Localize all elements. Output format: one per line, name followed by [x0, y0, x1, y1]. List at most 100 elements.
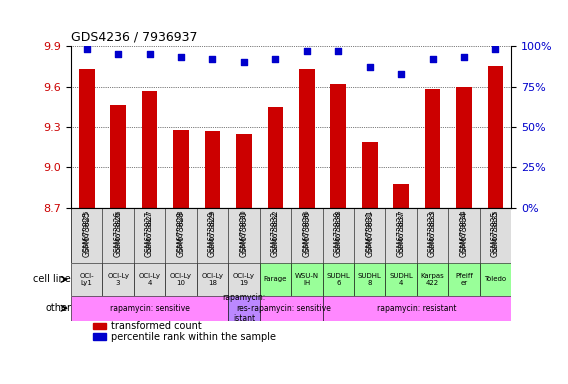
Point	[302, 48, 311, 54]
Bar	[331, 84, 346, 208]
FancyBboxPatch shape	[165, 263, 197, 296]
Text: WSU-N
IH: WSU-N IH	[295, 273, 319, 286]
Text: rapamycin: resistant: rapamycin: resistant	[377, 304, 457, 313]
FancyBboxPatch shape	[260, 263, 291, 296]
Text: GSM673828: GSM673828	[177, 210, 186, 257]
Text: SUDHL
4: SUDHL 4	[389, 273, 413, 286]
Text: GSM673829: GSM673829	[210, 209, 215, 252]
Text: GSM673826: GSM673826	[114, 210, 123, 257]
Bar	[362, 142, 378, 208]
Text: GSM673826: GSM673826	[115, 209, 121, 252]
Point	[491, 46, 500, 52]
FancyBboxPatch shape	[134, 263, 165, 296]
Text: GSM673836: GSM673836	[302, 210, 311, 257]
Text: GSM673827: GSM673827	[147, 209, 153, 252]
Text: Pfeiff
er: Pfeiff er	[455, 273, 473, 286]
Point	[145, 51, 154, 57]
Text: GSM673829: GSM673829	[208, 210, 217, 257]
Point	[396, 71, 406, 77]
Text: Karpas
422: Karpas 422	[421, 273, 445, 286]
Bar	[173, 130, 189, 208]
Bar	[79, 69, 95, 208]
FancyBboxPatch shape	[386, 263, 417, 296]
FancyBboxPatch shape	[354, 263, 386, 296]
Text: SUDHL
6: SUDHL 6	[327, 273, 350, 286]
Text: GSM673827: GSM673827	[145, 210, 154, 257]
Text: GSM673836: GSM673836	[304, 209, 310, 252]
Bar	[110, 105, 126, 208]
Text: OCI-Ly
10: OCI-Ly 10	[170, 273, 192, 286]
FancyBboxPatch shape	[228, 263, 260, 296]
Text: GSM673832: GSM673832	[271, 210, 280, 257]
Bar	[299, 69, 315, 208]
Point	[271, 56, 280, 62]
Bar	[393, 184, 409, 208]
Point	[239, 59, 248, 65]
Point	[460, 54, 469, 60]
Text: rapamycin:
res-
istant: rapamycin: res- istant	[222, 293, 266, 323]
FancyBboxPatch shape	[197, 263, 228, 296]
Text: GSM673837: GSM673837	[396, 210, 406, 257]
FancyBboxPatch shape	[480, 263, 511, 296]
Text: cell line: cell line	[34, 275, 71, 285]
Text: other: other	[45, 303, 71, 313]
Point	[82, 46, 91, 52]
Point	[334, 48, 343, 54]
Text: OCI-Ly
18: OCI-Ly 18	[202, 273, 223, 286]
Bar	[487, 66, 503, 208]
Bar	[456, 86, 472, 208]
Text: GSM673825: GSM673825	[82, 210, 91, 257]
FancyBboxPatch shape	[71, 296, 228, 321]
Point	[208, 56, 217, 62]
Text: GSM673838: GSM673838	[335, 209, 341, 252]
Bar	[425, 89, 440, 208]
FancyBboxPatch shape	[102, 263, 134, 296]
Text: GSM673835: GSM673835	[491, 210, 500, 257]
Bar	[93, 333, 106, 340]
Point	[428, 56, 437, 62]
Text: percentile rank within the sample: percentile rank within the sample	[111, 331, 275, 341]
Text: GSM673835: GSM673835	[492, 209, 499, 252]
Point	[177, 54, 186, 60]
Text: GSM673834: GSM673834	[461, 209, 467, 252]
Bar	[236, 134, 252, 208]
Bar	[142, 91, 157, 208]
FancyBboxPatch shape	[448, 263, 480, 296]
Text: GSM673831: GSM673831	[365, 210, 374, 257]
FancyBboxPatch shape	[228, 296, 260, 321]
Text: GDS4236 / 7936937: GDS4236 / 7936937	[71, 30, 198, 43]
FancyBboxPatch shape	[71, 263, 102, 296]
Text: rapamycin: sensitive: rapamycin: sensitive	[110, 304, 190, 313]
Text: GSM673831: GSM673831	[367, 209, 373, 252]
Text: Toledo: Toledo	[485, 276, 507, 282]
Text: GSM673834: GSM673834	[460, 210, 469, 257]
FancyBboxPatch shape	[323, 296, 511, 321]
Text: OCI-Ly
3: OCI-Ly 3	[107, 273, 129, 286]
Point	[114, 51, 123, 57]
FancyBboxPatch shape	[323, 263, 354, 296]
Text: Farage: Farage	[264, 276, 287, 282]
Text: GSM673837: GSM673837	[398, 209, 404, 252]
Text: GSM673828: GSM673828	[178, 209, 184, 252]
Bar	[204, 131, 220, 208]
Point	[365, 64, 374, 70]
Text: rapamycin: sensitive: rapamycin: sensitive	[251, 304, 331, 313]
Text: OCI-
Ly1: OCI- Ly1	[80, 273, 94, 286]
Bar	[268, 107, 283, 208]
Text: OCI-Ly
19: OCI-Ly 19	[233, 273, 255, 286]
FancyBboxPatch shape	[291, 263, 323, 296]
FancyBboxPatch shape	[71, 208, 511, 263]
Text: GSM673833: GSM673833	[428, 210, 437, 257]
Text: SUDHL
8: SUDHL 8	[358, 273, 382, 286]
Text: GSM673833: GSM673833	[429, 209, 436, 252]
FancyBboxPatch shape	[260, 296, 323, 321]
FancyBboxPatch shape	[417, 263, 448, 296]
Text: OCI-Ly
4: OCI-Ly 4	[139, 273, 161, 286]
Text: GSM673838: GSM673838	[334, 210, 343, 257]
Text: GSM673830: GSM673830	[241, 209, 247, 252]
Text: GSM673825: GSM673825	[83, 209, 90, 252]
Text: transformed count: transformed count	[111, 321, 202, 331]
Text: GSM673830: GSM673830	[240, 210, 248, 257]
Bar	[93, 323, 106, 329]
Text: GSM673832: GSM673832	[273, 209, 278, 252]
